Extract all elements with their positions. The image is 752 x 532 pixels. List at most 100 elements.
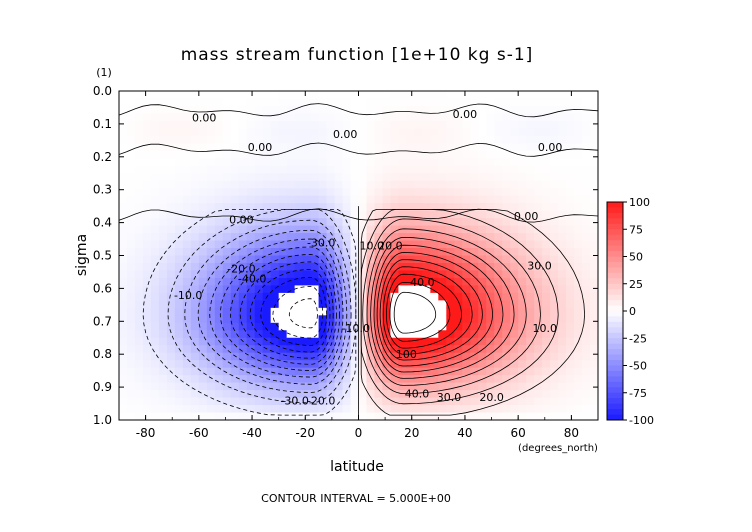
heatmap-cell bbox=[454, 307, 463, 316]
heatmap-cell bbox=[502, 91, 511, 99]
colorbar-swatch bbox=[607, 212, 623, 219]
heatmap-cell bbox=[494, 150, 503, 159]
heatmap-cell bbox=[518, 173, 527, 182]
heatmap-cell bbox=[558, 412, 567, 421]
heatmap-cell bbox=[542, 105, 551, 114]
heatmap-cell bbox=[342, 143, 352, 152]
heatmap-cell bbox=[119, 352, 128, 361]
heatmap-cell bbox=[486, 367, 495, 376]
heatmap-cell bbox=[198, 375, 208, 384]
heatmap-cell bbox=[510, 218, 519, 227]
heatmap-cell bbox=[326, 375, 336, 384]
heatmap-cell bbox=[550, 315, 559, 324]
heatmap-cell bbox=[302, 203, 312, 212]
heatmap-cell bbox=[446, 218, 455, 227]
heatmap-cell bbox=[270, 225, 280, 234]
heatmap-cell bbox=[119, 397, 128, 406]
heatmap-cell bbox=[486, 397, 495, 406]
heatmap-cell bbox=[270, 367, 280, 376]
heatmap-cell bbox=[238, 285, 248, 294]
heatmap-cell bbox=[158, 120, 168, 129]
heatmap-cell bbox=[502, 337, 511, 346]
heatmap-cell bbox=[574, 360, 583, 369]
heatmap-cell bbox=[590, 300, 599, 309]
heatmap-cell bbox=[390, 203, 399, 212]
heatmap-cell bbox=[326, 248, 336, 256]
heatmap-cell bbox=[206, 233, 216, 242]
heatmap-cell bbox=[550, 360, 559, 369]
heatmap-cell bbox=[150, 300, 160, 309]
heatmap-cell bbox=[222, 128, 232, 137]
heatmap-cell bbox=[470, 165, 479, 174]
heatmap-cell bbox=[510, 158, 519, 167]
heatmap-cell bbox=[310, 210, 320, 219]
heatmap-cell bbox=[190, 233, 200, 242]
heatmap-cell bbox=[310, 233, 320, 242]
heatmap-cell bbox=[119, 150, 128, 159]
heatmap-cell bbox=[422, 203, 431, 212]
heatmap-cell bbox=[238, 128, 248, 137]
heatmap-cell bbox=[238, 158, 248, 167]
heatmap-cell bbox=[334, 98, 344, 107]
heatmap-cell bbox=[582, 195, 591, 204]
heatmap-cell bbox=[254, 345, 264, 354]
heatmap-cell bbox=[238, 360, 248, 369]
heatmap-cell bbox=[550, 285, 559, 294]
heatmap-cell bbox=[454, 233, 463, 242]
heatmap-cell bbox=[366, 367, 375, 376]
heatmap-cell bbox=[310, 412, 320, 421]
heatmap-cell bbox=[382, 277, 391, 286]
heatmap-cell bbox=[222, 315, 232, 324]
heatmap-cell bbox=[390, 307, 399, 316]
heatmap-cell bbox=[150, 113, 160, 122]
heatmap-cell bbox=[494, 105, 503, 114]
heatmap-cell bbox=[230, 165, 240, 174]
heatmap-cell bbox=[238, 397, 248, 406]
heatmap-cell bbox=[126, 412, 136, 421]
heatmap-cell bbox=[366, 105, 375, 114]
heatmap-cell bbox=[374, 225, 383, 234]
heatmap-cell bbox=[238, 180, 248, 189]
heatmap-cell bbox=[406, 345, 415, 354]
heatmap-cell bbox=[270, 188, 280, 197]
heatmap-cell bbox=[119, 375, 128, 384]
heatmap-cell bbox=[350, 412, 359, 421]
contour-label: -10.0 bbox=[174, 289, 202, 302]
heatmap-cell bbox=[134, 91, 144, 99]
heatmap-cell bbox=[518, 292, 527, 301]
heatmap-cell bbox=[286, 173, 296, 182]
heatmap-cell bbox=[358, 195, 367, 204]
heatmap-cell bbox=[119, 98, 128, 107]
y-tick-label: 0.8 bbox=[93, 347, 112, 361]
heatmap-cell bbox=[214, 98, 224, 107]
heatmap-cell bbox=[214, 248, 224, 256]
heatmap-cell bbox=[294, 98, 304, 107]
heatmap-cell bbox=[246, 128, 256, 137]
heatmap-cell bbox=[302, 225, 312, 234]
heatmap-cell bbox=[126, 315, 136, 324]
contour-interval-footer: CONTOUR INTERVAL = 5.000E+00 bbox=[261, 492, 451, 505]
heatmap-cell bbox=[206, 188, 216, 197]
heatmap-cell bbox=[518, 120, 527, 129]
heatmap-cell bbox=[238, 135, 248, 144]
y-tick-label: 1.0 bbox=[93, 413, 112, 427]
heatmap-cell bbox=[182, 128, 192, 137]
heatmap-cell bbox=[142, 330, 152, 339]
heatmap-cell bbox=[422, 195, 431, 204]
heatmap-cell bbox=[214, 315, 224, 324]
heatmap-cell bbox=[190, 405, 200, 414]
heatmap-cell bbox=[382, 405, 391, 414]
heatmap-cell bbox=[222, 150, 232, 159]
colorbar-swatch bbox=[607, 245, 623, 252]
heatmap-cell bbox=[142, 412, 152, 421]
heatmap-cell bbox=[198, 382, 208, 391]
heatmap-cell bbox=[334, 337, 344, 346]
heatmap-cell bbox=[310, 375, 320, 384]
heatmap-cell bbox=[510, 98, 519, 107]
heatmap-cell bbox=[366, 345, 375, 354]
colorbar-swatch bbox=[607, 321, 623, 328]
colorbar-swatch bbox=[607, 360, 623, 366]
heatmap-cell bbox=[414, 91, 423, 99]
heatmap-cell bbox=[342, 405, 352, 414]
heatmap-cell bbox=[366, 225, 375, 234]
